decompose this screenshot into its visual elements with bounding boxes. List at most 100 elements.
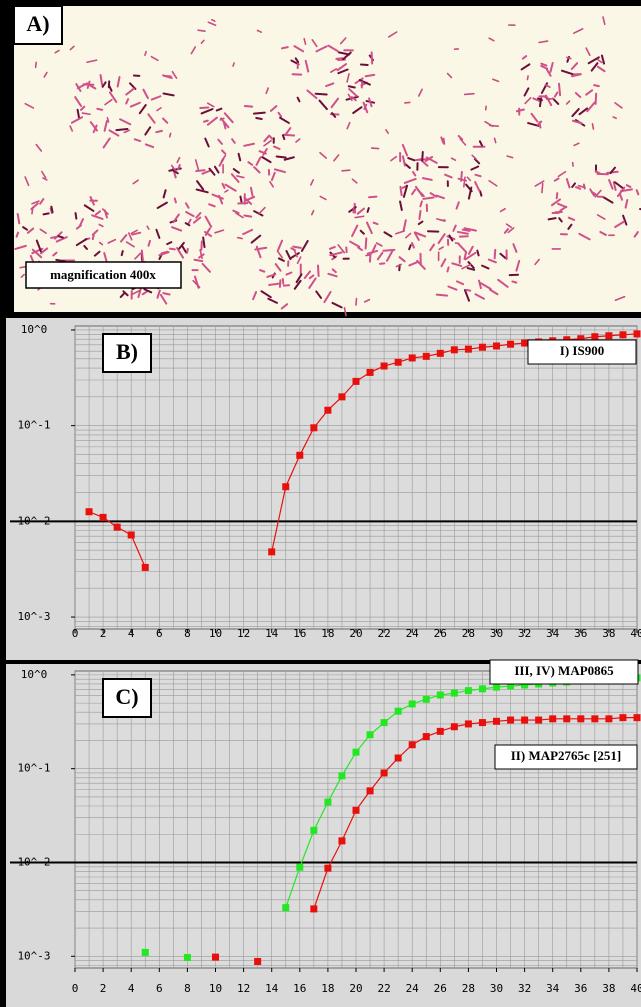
cell	[416, 188, 425, 198]
cell	[232, 168, 240, 174]
cell	[352, 106, 363, 115]
x-tick-label: 8	[184, 627, 191, 640]
cell	[394, 230, 406, 235]
cell	[101, 208, 109, 215]
cell	[147, 239, 151, 247]
cell	[260, 290, 272, 299]
cell	[624, 198, 629, 209]
cell	[230, 173, 240, 183]
cell	[544, 94, 553, 107]
point	[394, 707, 402, 715]
cell	[250, 234, 262, 244]
x-tick-label: 28	[462, 982, 475, 995]
point	[352, 377, 360, 385]
x-tick-label: 26	[434, 982, 447, 995]
x-tick-label: 0	[72, 982, 79, 995]
cell	[108, 84, 113, 92]
cell	[571, 108, 580, 118]
cell	[150, 55, 159, 62]
panel-label: A)	[26, 11, 49, 36]
legend-label: II) MAP2765c [251]	[511, 748, 621, 763]
cell	[379, 262, 386, 265]
cell	[493, 248, 497, 260]
cell	[207, 21, 217, 27]
cell	[180, 244, 188, 254]
cell	[442, 137, 446, 145]
cell	[39, 198, 45, 205]
cell	[618, 192, 624, 201]
point	[464, 345, 472, 353]
cell	[155, 129, 163, 134]
point	[352, 806, 360, 814]
cell	[55, 258, 67, 263]
cell	[404, 101, 411, 104]
point	[324, 406, 332, 414]
cell	[39, 228, 47, 234]
cell	[158, 251, 170, 257]
cell	[245, 195, 256, 202]
cell	[217, 138, 223, 145]
cell	[128, 232, 133, 241]
cell	[573, 142, 580, 147]
cell	[184, 222, 191, 227]
cell	[363, 103, 368, 111]
cell	[565, 178, 571, 189]
point	[493, 717, 500, 725]
x-tick-label: 6	[156, 627, 163, 640]
point	[507, 340, 515, 348]
cell	[348, 206, 357, 213]
cell	[390, 155, 398, 162]
cell	[600, 54, 606, 65]
cell	[132, 179, 139, 185]
cell	[403, 177, 417, 184]
cell	[171, 226, 183, 232]
cell	[364, 237, 368, 250]
cell	[74, 212, 78, 220]
cell	[530, 112, 539, 123]
cell	[211, 193, 224, 200]
cell	[103, 120, 108, 132]
cell	[168, 132, 172, 138]
cell	[366, 207, 370, 213]
cell	[497, 278, 509, 288]
x-tick-label: 40	[630, 627, 641, 640]
cell	[622, 214, 628, 226]
legend-label: I) IS900	[560, 343, 604, 358]
x-tick-label: 12	[237, 627, 250, 640]
cell	[115, 127, 129, 132]
x-tick-label: 38	[602, 627, 615, 640]
cell	[42, 212, 50, 216]
cell	[24, 176, 30, 187]
cell	[43, 71, 48, 78]
cell	[594, 170, 602, 176]
point	[521, 716, 529, 724]
x-tick-label: 38	[602, 982, 615, 995]
cell	[478, 140, 483, 147]
cell	[170, 164, 177, 172]
cell	[412, 170, 417, 177]
cell	[520, 63, 531, 71]
cell	[197, 29, 206, 32]
cell	[570, 62, 579, 70]
cell	[553, 177, 560, 182]
cell	[91, 229, 99, 236]
cell	[277, 257, 285, 262]
point	[605, 332, 613, 340]
cell	[635, 189, 640, 196]
cell	[168, 247, 176, 251]
cell	[550, 198, 562, 207]
cell	[467, 186, 473, 200]
cell	[50, 205, 54, 214]
point	[394, 358, 402, 366]
cell	[348, 88, 358, 97]
cell	[83, 204, 95, 212]
point	[99, 513, 107, 521]
cell	[549, 62, 554, 73]
cell	[215, 107, 223, 112]
cell	[523, 87, 530, 97]
cell	[557, 170, 567, 178]
cell	[419, 200, 423, 208]
cell	[507, 227, 515, 234]
cell	[341, 169, 351, 172]
